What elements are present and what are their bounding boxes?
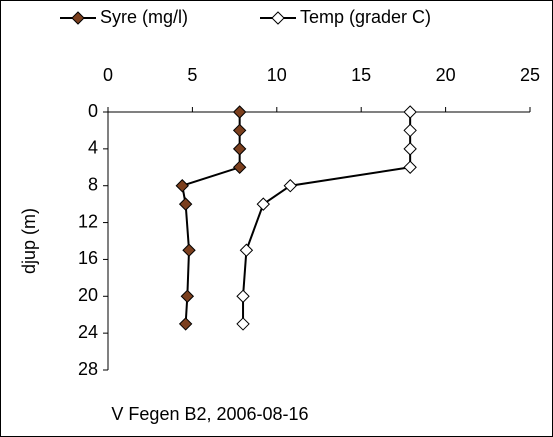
data-point: [180, 289, 195, 303]
legend-label: Syre (mg/l): [100, 7, 188, 27]
y-tick-label: 12: [78, 211, 98, 231]
x-tick-label: 20: [436, 65, 456, 85]
data-point: [403, 160, 417, 174]
y-tick-label: 16: [78, 248, 98, 268]
data-point: [403, 123, 417, 138]
x-tick-label: 5: [187, 65, 197, 85]
data-point: [236, 317, 250, 331]
legend-marker: [71, 11, 85, 25]
y-tick-label: 24: [78, 322, 98, 342]
y-tick-label: 4: [88, 138, 98, 158]
x-tick-label: 0: [103, 65, 113, 85]
data-point: [178, 317, 193, 331]
data-point: [178, 197, 193, 211]
x-tick-label: 25: [520, 65, 540, 85]
data-point: [175, 179, 189, 193]
legend-marker: [271, 11, 285, 25]
chart-title: V Fegen B2, 2006-08-16: [111, 404, 308, 424]
data-point: [182, 243, 196, 257]
y-axis-label: djup (m): [19, 208, 39, 274]
data-point: [232, 160, 247, 174]
data-point: [256, 197, 271, 211]
data-point: [232, 123, 247, 138]
data-point: [403, 142, 417, 156]
x-tick-label: 15: [351, 65, 371, 85]
y-tick-label: 8: [88, 174, 98, 194]
data-point: [236, 289, 250, 303]
data-point: [239, 243, 254, 257]
y-tick-label: 28: [78, 359, 98, 379]
data-point: [232, 142, 247, 156]
data-point: [232, 105, 247, 119]
x-tick-label: 10: [267, 65, 287, 85]
data-point: [403, 105, 417, 119]
data-point: [283, 179, 298, 193]
y-tick-label: 20: [78, 285, 98, 305]
y-tick-label: 0: [88, 101, 98, 121]
legend-label: Temp (grader C): [300, 7, 431, 27]
